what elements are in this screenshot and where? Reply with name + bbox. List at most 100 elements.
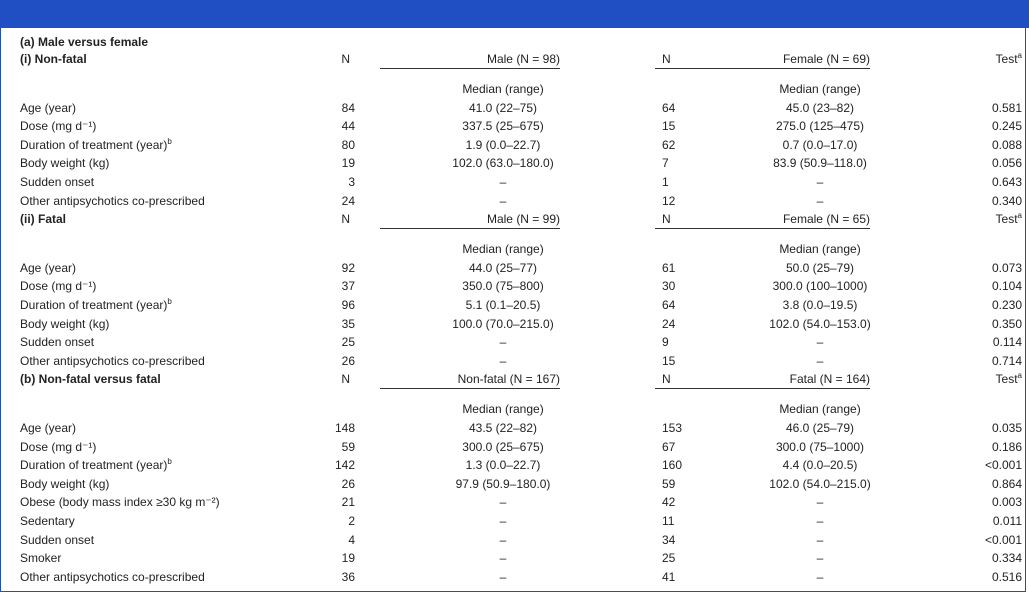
row-label-text: Age (year) [20, 260, 77, 275]
cell: 142 [250, 458, 355, 472]
cell-text: 0.088 [991, 137, 1022, 152]
row-label-text: Age (year) [20, 421, 77, 435]
cell: 43.5 (22–82) [400, 421, 606, 435]
row-label: Duration of treatment (year)b [20, 457, 172, 473]
cell: 300.0 (75–1000) [720, 440, 920, 454]
cell: 0.714 [920, 354, 1022, 368]
sub-header-text: Median (range) [462, 402, 544, 417]
column-header: N [662, 52, 702, 66]
cell: 41.0 (22–75) [400, 101, 606, 115]
cell: 0.056 [920, 156, 1022, 170]
cell: 26 [250, 477, 355, 491]
cell-text: 46.0 (25–79) [785, 421, 855, 435]
cell: 337.5 (25–675) [400, 119, 606, 133]
cell: 0.7 (0.0–17.0) [720, 138, 920, 152]
cell-text: 102.0 (54.0–215.0) [769, 476, 871, 491]
cell: 19 [250, 156, 355, 170]
cell-text: 1.9 (0.0–22.7) [465, 137, 541, 152]
cell-text: 0.516 [991, 569, 1022, 584]
cell: <0.001 [920, 533, 1022, 547]
cell-text: 24 [341, 193, 355, 208]
cell: 64 [662, 298, 702, 312]
cell: 275.0 (125–475) [720, 119, 920, 133]
cell-text: 350.0 (75–800) [462, 279, 544, 294]
row-label: Age (year) [20, 421, 76, 435]
row-label: Other antipsychotics co-prescribed [20, 354, 205, 368]
cell: 41 [662, 570, 702, 584]
column-header: N [300, 52, 350, 66]
cell-text: 41 [662, 569, 676, 584]
cell: – [720, 533, 920, 547]
cell: 46.0 (25–79) [720, 421, 920, 435]
sub-header-text: Median (range) [779, 402, 861, 417]
section-heading: (ii) Fatal [20, 212, 66, 226]
cell: 148 [250, 421, 355, 435]
cell: 9 [662, 335, 702, 349]
cell-text: 0.350 [991, 316, 1022, 331]
cell: 11 [662, 514, 702, 528]
cell: 24 [250, 194, 355, 208]
cell-text: 1.3 (0.0–22.7) [465, 458, 541, 473]
row-label: Sudden onset [20, 533, 94, 547]
cell-text: – [499, 532, 507, 547]
cell-text: – [499, 569, 507, 584]
cell: 26 [250, 354, 355, 368]
column-header-text: Test [995, 372, 1018, 387]
cell-text: 26 [341, 476, 355, 491]
cell-text: 25 [662, 551, 676, 566]
cell-text: 3.8 (0.0–19.5) [782, 298, 858, 312]
cell-text: 0.581 [991, 100, 1022, 115]
cell-text: – [499, 193, 507, 208]
cell: 0.035 [920, 421, 1022, 435]
cell: 0.104 [920, 279, 1022, 293]
cell: 0.011 [920, 514, 1022, 528]
cell: 0.334 [920, 551, 1022, 565]
cell-text: 160 [662, 458, 683, 473]
row-label-text: Sudden onset [20, 532, 95, 547]
row-label-text: Age (year) [20, 100, 77, 115]
cell: 102.0 (54.0–215.0) [720, 477, 920, 491]
row-label: Dose (mg d⁻¹) [20, 440, 96, 454]
cell: 92 [250, 261, 355, 275]
cell: 100.0 (70.0–215.0) [400, 317, 606, 331]
cell: 1.9 (0.0–22.7) [400, 138, 606, 152]
cell: 62 [662, 138, 702, 152]
column-header: Testa [920, 372, 1022, 387]
cell-text: – [499, 353, 507, 368]
cell: 84 [250, 101, 355, 115]
cell-text: – [816, 495, 824, 510]
footnote-mark: b [167, 457, 172, 467]
cell-text: 30 [662, 279, 676, 294]
cell-text: 83.9 (50.9–118.0) [773, 156, 867, 171]
cell-text: 11 [662, 514, 675, 528]
row-label: Body weight (kg) [20, 156, 109, 170]
cell: 59 [250, 440, 355, 454]
cell: 45.0 (23–82) [720, 101, 920, 115]
row-label: Smoker [20, 551, 61, 565]
cell-text: 0.230 [991, 298, 1022, 312]
cell: 37 [250, 279, 355, 293]
row-label-text: Smoker [20, 551, 62, 566]
cell: 7 [662, 156, 702, 170]
section-heading-text: (ii) Fatal [20, 212, 67, 227]
sub-header: Median (range) [400, 402, 606, 416]
row-label-text: Other antipsychotics co-prescribed [20, 353, 205, 368]
cell-text: 0.114 [992, 335, 1022, 350]
cell: 36 [250, 570, 355, 584]
row-label: Body weight (kg) [20, 477, 109, 491]
row-label: Duration of treatment (year)b [20, 298, 172, 313]
cell: 160 [662, 458, 702, 472]
cell-text: 102.0 (54.0–153.0) [769, 316, 871, 331]
cell: 30 [662, 279, 702, 293]
cell: 0.245 [920, 119, 1022, 133]
cell-text: 0.186 [991, 439, 1022, 454]
cell-text: 0.003 [991, 495, 1022, 510]
cell: – [400, 335, 606, 349]
cell-text: 64 [662, 100, 676, 115]
cell: 97.9 (50.9–180.0) [400, 477, 606, 491]
row-label: Other antipsychotics co-prescribed [20, 194, 205, 208]
cell-text: 44 [341, 119, 355, 134]
row-label: Other antipsychotics co-prescribed [20, 570, 205, 584]
cell: 83.9 (50.9–118.0) [720, 156, 920, 170]
row-label-text: Dose (mg d⁻¹) [20, 119, 97, 134]
